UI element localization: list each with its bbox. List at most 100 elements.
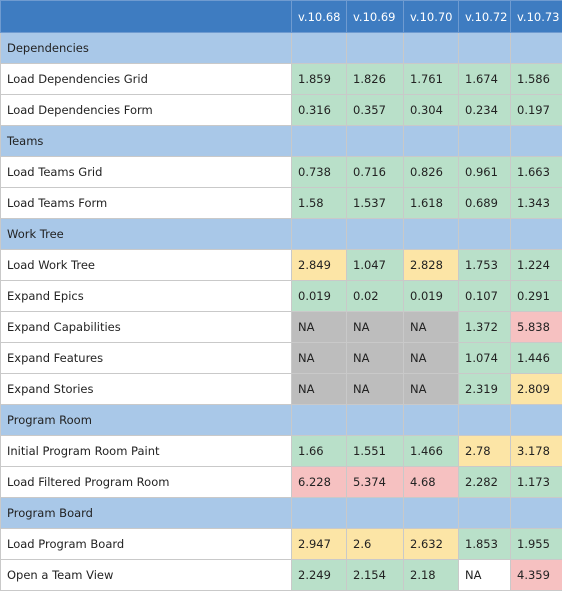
section-row: Program Board <box>1 498 562 529</box>
version-header: v.10.72 <box>459 1 511 33</box>
timing-cell: 2.282 <box>459 467 511 498</box>
timing-cell: 4.68 <box>404 467 459 498</box>
timing-cell: 0.689 <box>459 188 511 219</box>
timing-cell: 1.618 <box>404 188 459 219</box>
section-empty-cell <box>511 33 562 64</box>
section-empty-cell <box>347 498 404 529</box>
timing-cell: 0.738 <box>292 157 347 188</box>
timing-cell: 2.18 <box>404 560 459 591</box>
metric-label: Expand Capabilities <box>1 312 292 343</box>
timing-cell: NA <box>404 312 459 343</box>
version-header: v.10.68 <box>292 1 347 33</box>
timing-cell: NA <box>404 374 459 405</box>
timing-cell: 2.249 <box>292 560 347 591</box>
timing-cell: 1.674 <box>459 64 511 95</box>
timing-cell: 2.78 <box>459 436 511 467</box>
section-empty-cell <box>459 219 511 250</box>
section-label: Program Board <box>1 498 292 529</box>
metric-label: Load Teams Grid <box>1 157 292 188</box>
metric-label: Load Filtered Program Room <box>1 467 292 498</box>
timing-cell: NA <box>347 312 404 343</box>
section-empty-cell <box>459 126 511 157</box>
section-empty-cell <box>511 498 562 529</box>
section-label: Work Tree <box>1 219 292 250</box>
timing-cell: 1.663 <box>511 157 562 188</box>
section-empty-cell <box>511 219 562 250</box>
timing-cell: 1.761 <box>404 64 459 95</box>
timing-cell: 1.955 <box>511 529 562 560</box>
timing-cell: 0.019 <box>404 281 459 312</box>
timing-cell: 0.019 <box>292 281 347 312</box>
timing-cell: 1.859 <box>292 64 347 95</box>
timing-cell: 1.074 <box>459 343 511 374</box>
section-row: Program Room <box>1 405 562 436</box>
timing-cell: 1.753 <box>459 250 511 281</box>
timing-cell: 0.291 <box>511 281 562 312</box>
section-row: Teams <box>1 126 562 157</box>
timing-cell: 1.551 <box>347 436 404 467</box>
section-empty-cell <box>404 405 459 436</box>
timing-cell: 4.359 <box>511 560 562 591</box>
timing-cell: 1.537 <box>347 188 404 219</box>
timing-cell: NA <box>347 374 404 405</box>
timing-cell: NA <box>292 374 347 405</box>
timing-cell: NA <box>459 560 511 591</box>
section-empty-cell <box>292 405 347 436</box>
section-label: Program Room <box>1 405 292 436</box>
section-empty-cell <box>404 219 459 250</box>
metric-label: Load Dependencies Form <box>1 95 292 126</box>
timing-cell: 2.947 <box>292 529 347 560</box>
timing-cell: 0.316 <box>292 95 347 126</box>
section-empty-cell <box>404 33 459 64</box>
section-empty-cell <box>459 405 511 436</box>
section-empty-cell <box>404 126 459 157</box>
section-empty-cell <box>347 33 404 64</box>
section-empty-cell <box>347 405 404 436</box>
section-empty-cell <box>347 126 404 157</box>
section-row: Work Tree <box>1 219 562 250</box>
section-empty-cell <box>292 219 347 250</box>
metric-label: Load Dependencies Grid <box>1 64 292 95</box>
timing-cell: 1.853 <box>459 529 511 560</box>
timing-cell: NA <box>292 343 347 374</box>
timing-cell: 1.047 <box>347 250 404 281</box>
timing-cell: 0.357 <box>347 95 404 126</box>
section-row: Dependencies <box>1 33 562 64</box>
section-empty-cell <box>459 498 511 529</box>
timing-cell: 1.826 <box>347 64 404 95</box>
timing-cell: 0.02 <box>347 281 404 312</box>
metric-label: Expand Features <box>1 343 292 374</box>
timing-cell: 2.319 <box>459 374 511 405</box>
timing-cell: 6.228 <box>292 467 347 498</box>
section-empty-cell <box>292 498 347 529</box>
timing-cell: 5.374 <box>347 467 404 498</box>
section-empty-cell <box>459 33 511 64</box>
timing-cell: 2.154 <box>347 560 404 591</box>
metric-label: Load Work Tree <box>1 250 292 281</box>
timing-cell: 0.716 <box>347 157 404 188</box>
timing-cell: 2.849 <box>292 250 347 281</box>
timing-cell: 1.224 <box>511 250 562 281</box>
section-empty-cell <box>511 405 562 436</box>
section-label: Dependencies <box>1 33 292 64</box>
timing-cell: 3.178 <box>511 436 562 467</box>
timing-cell: 5.838 <box>511 312 562 343</box>
timing-cell: 1.66 <box>292 436 347 467</box>
version-header: v.10.73 <box>511 1 562 33</box>
section-empty-cell <box>347 219 404 250</box>
timing-cell: 1.343 <box>511 188 562 219</box>
timing-cell: 1.372 <box>459 312 511 343</box>
timing-cell: 1.446 <box>511 343 562 374</box>
